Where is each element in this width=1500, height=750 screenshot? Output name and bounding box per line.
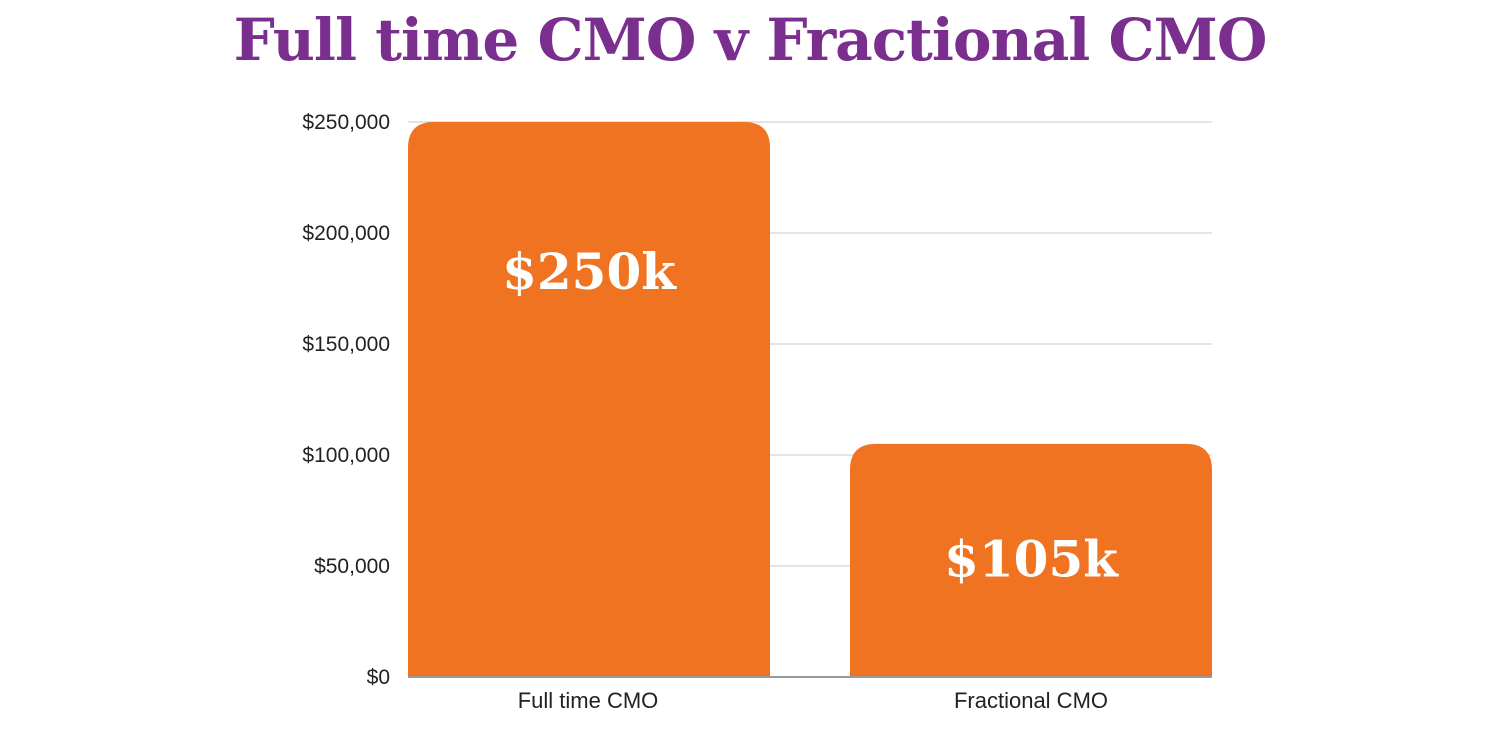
y-tick-label: $150,000 bbox=[302, 333, 390, 356]
x-category-label: Full time CMO bbox=[518, 688, 659, 713]
data-label: $250k bbox=[502, 242, 677, 301]
bar bbox=[850, 443, 1212, 677]
y-tick-label: $0 bbox=[367, 666, 390, 689]
y-tick-label: $50,000 bbox=[314, 555, 390, 578]
chart-title: Full time CMO v Fractional CMO bbox=[233, 6, 1268, 74]
y-tick-label: $250,000 bbox=[302, 111, 390, 134]
data-label: $105k bbox=[944, 529, 1119, 588]
y-tick-label: $200,000 bbox=[302, 222, 390, 245]
bar bbox=[408, 122, 770, 677]
x-category-label: Fractional CMO bbox=[954, 688, 1108, 713]
y-tick-label: $100,000 bbox=[302, 444, 390, 467]
